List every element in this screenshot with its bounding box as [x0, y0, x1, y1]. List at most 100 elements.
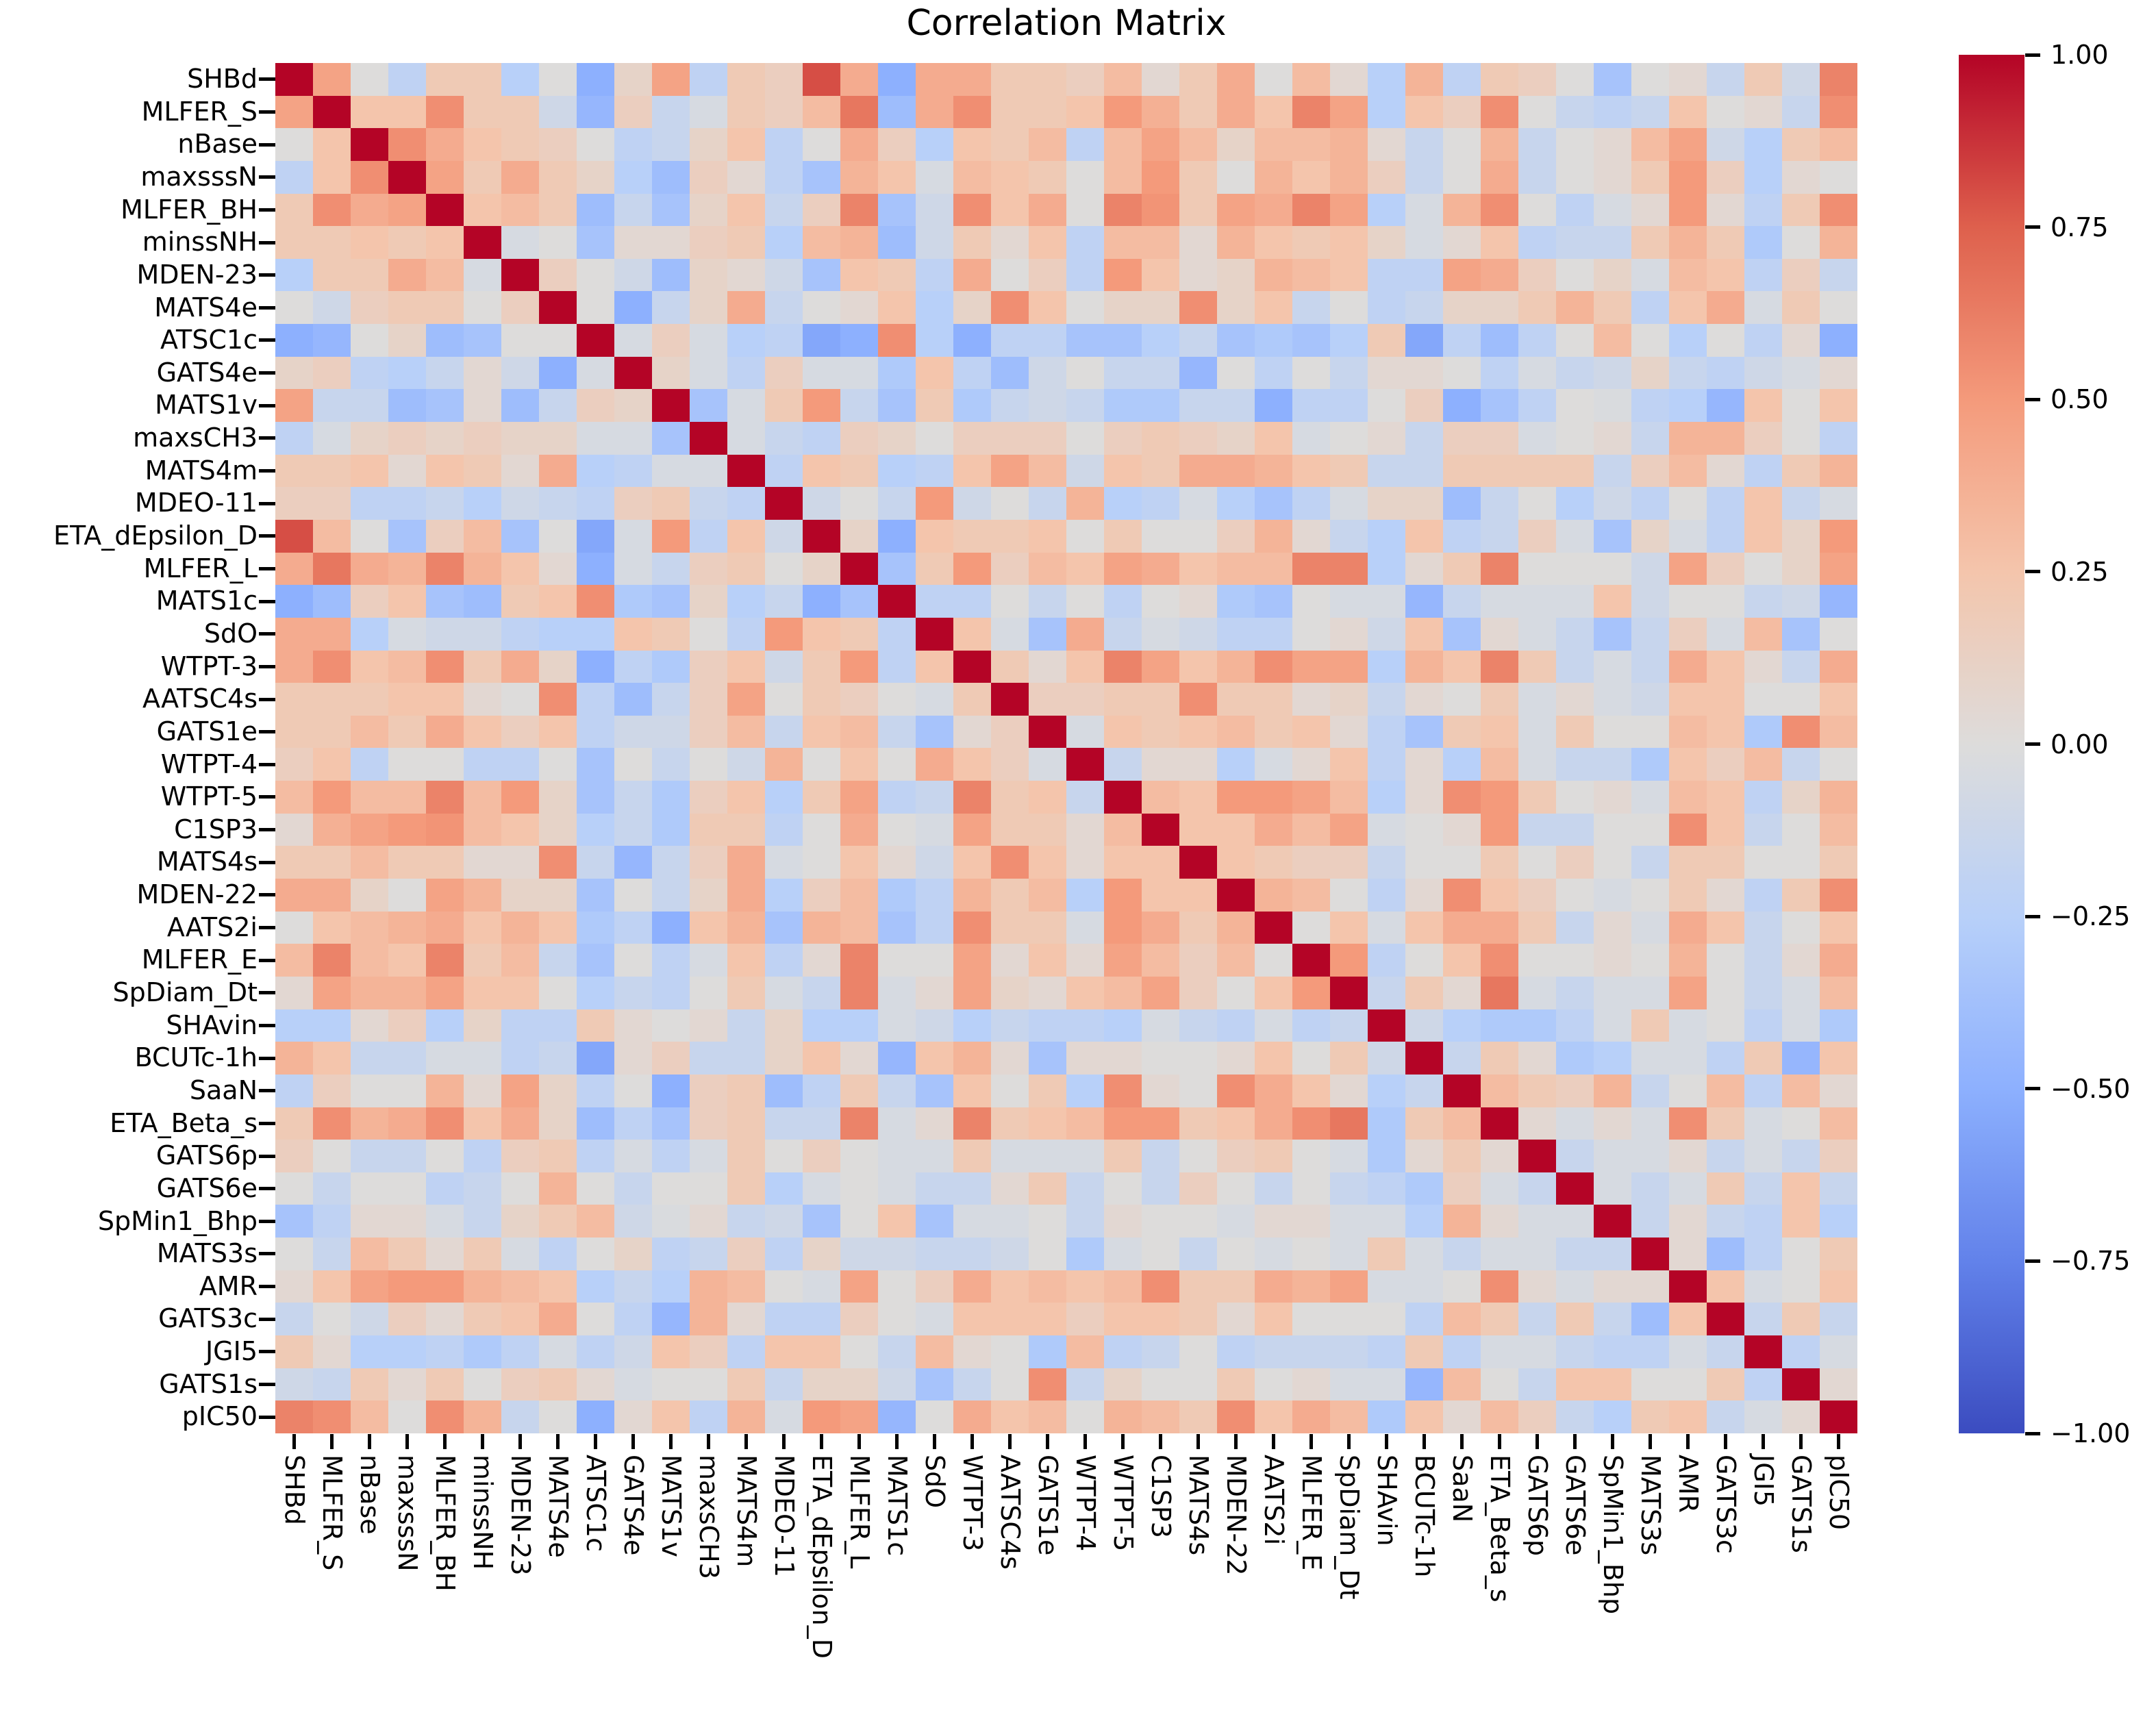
heatmap-cell	[1518, 389, 1556, 423]
heatmap-cell	[1669, 1107, 1707, 1140]
heatmap-cell	[840, 1172, 878, 1205]
heatmap-cell	[1443, 1303, 1481, 1336]
heatmap-cell	[1292, 193, 1330, 227]
heatmap-cell	[1142, 487, 1179, 520]
y-tick-mark	[259, 795, 275, 799]
y-tick-mark	[259, 1219, 275, 1223]
heatmap-cell	[1443, 585, 1481, 618]
x-tick-label: WTPT-5	[1107, 1455, 1138, 1552]
heatmap-cell	[878, 1107, 916, 1140]
heatmap-cell	[313, 1205, 351, 1238]
heatmap-cell	[803, 226, 840, 259]
heatmap-cell	[275, 1335, 313, 1368]
heatmap-cell	[1669, 1074, 1707, 1107]
heatmap-cell	[1481, 1074, 1518, 1107]
heatmap-cell	[464, 519, 501, 553]
colorbar-tick-mark	[2025, 1259, 2040, 1263]
heatmap-cell	[501, 1205, 539, 1238]
heatmap-cell	[953, 1368, 991, 1401]
heatmap-cell	[1782, 519, 1820, 553]
heatmap-cell	[1631, 291, 1669, 325]
heatmap-cell	[652, 1074, 690, 1107]
heatmap-cell	[1481, 324, 1518, 357]
heatmap-cell	[1142, 63, 1179, 96]
y-tick-label: GATS6e	[156, 1172, 258, 1203]
heatmap-cell	[1556, 422, 1594, 455]
heatmap-cell	[388, 1172, 426, 1205]
heatmap-cell	[539, 976, 577, 1009]
heatmap-cell	[501, 422, 539, 455]
heatmap-cell	[953, 976, 991, 1009]
heatmap-cell	[1104, 911, 1142, 944]
heatmap-cell	[765, 1172, 803, 1205]
heatmap-cell	[1255, 1107, 1292, 1140]
heatmap-cell	[1179, 128, 1217, 161]
heatmap-cell	[1707, 1303, 1744, 1336]
x-tick-mark	[1046, 1434, 1049, 1449]
heatmap-cell	[1066, 1335, 1104, 1368]
heatmap-cell	[1443, 389, 1481, 423]
colorbar-gradient	[1959, 55, 2025, 1433]
heatmap-cell	[313, 258, 351, 292]
heatmap-cell	[1142, 519, 1179, 553]
heatmap-cell	[1443, 1238, 1481, 1270]
heatmap-cell	[840, 422, 878, 455]
heatmap-cell	[1179, 944, 1217, 977]
heatmap-cell	[727, 356, 765, 390]
heatmap-cell	[1217, 422, 1255, 455]
heatmap-cell	[426, 976, 464, 1009]
heatmap-cell	[652, 1042, 690, 1075]
heatmap-cell	[426, 846, 464, 879]
heatmap-cell	[1744, 1400, 1782, 1433]
heatmap-cell	[1292, 1303, 1330, 1336]
heatmap-cell	[991, 781, 1029, 814]
heatmap-cell	[577, 324, 614, 357]
heatmap-cell	[1556, 1270, 1594, 1303]
heatmap-cell	[840, 1205, 878, 1238]
heatmap-cell	[840, 813, 878, 846]
x-tick-mark	[443, 1434, 447, 1449]
heatmap-cell	[1556, 258, 1594, 292]
heatmap-cell	[577, 160, 614, 194]
heatmap-cell	[727, 487, 765, 520]
heatmap-cell	[464, 1400, 501, 1433]
heatmap-cell	[539, 454, 577, 488]
heatmap-cell	[426, 1042, 464, 1075]
heatmap-cell	[1368, 1368, 1405, 1401]
heatmap-cell	[501, 1303, 539, 1336]
heatmap-cell	[313, 781, 351, 814]
heatmap-cell	[840, 1400, 878, 1433]
heatmap-cell	[765, 258, 803, 292]
heatmap-cell	[1820, 1172, 1857, 1205]
heatmap-cell	[1594, 1270, 1631, 1303]
y-tick-label: ATSC1c	[160, 325, 258, 355]
heatmap-cell	[351, 389, 388, 423]
heatmap-cell	[1782, 1009, 1820, 1042]
heatmap-cell	[426, 422, 464, 455]
heatmap-cell	[1368, 1270, 1405, 1303]
heatmap-cell	[464, 1009, 501, 1042]
heatmap-cell	[1820, 1140, 1857, 1172]
x-tick-mark	[1347, 1434, 1351, 1449]
heatmap-cell	[1255, 324, 1292, 357]
heatmap-cell	[690, 1238, 727, 1270]
heatmap-cell	[351, 1238, 388, 1270]
heatmap-cell	[1066, 389, 1104, 423]
heatmap-cell	[1518, 1074, 1556, 1107]
heatmap-cell	[1104, 226, 1142, 259]
heatmap-cell	[1292, 487, 1330, 520]
heatmap-cell	[426, 193, 464, 227]
heatmap-cell	[1255, 1205, 1292, 1238]
heatmap-cell	[1782, 1172, 1820, 1205]
heatmap-cell	[690, 813, 727, 846]
heatmap-cell	[991, 650, 1029, 683]
heatmap-cell	[1217, 976, 1255, 1009]
heatmap-cell	[1518, 1270, 1556, 1303]
heatmap-cell	[1481, 1042, 1518, 1075]
heatmap-cell	[878, 356, 916, 390]
heatmap-cell	[916, 63, 953, 96]
x-tick-label: GATS6p	[1522, 1455, 1553, 1557]
heatmap-cell	[1443, 1042, 1481, 1075]
heatmap-cell	[1255, 1335, 1292, 1368]
heatmap-cell	[1405, 1205, 1443, 1238]
